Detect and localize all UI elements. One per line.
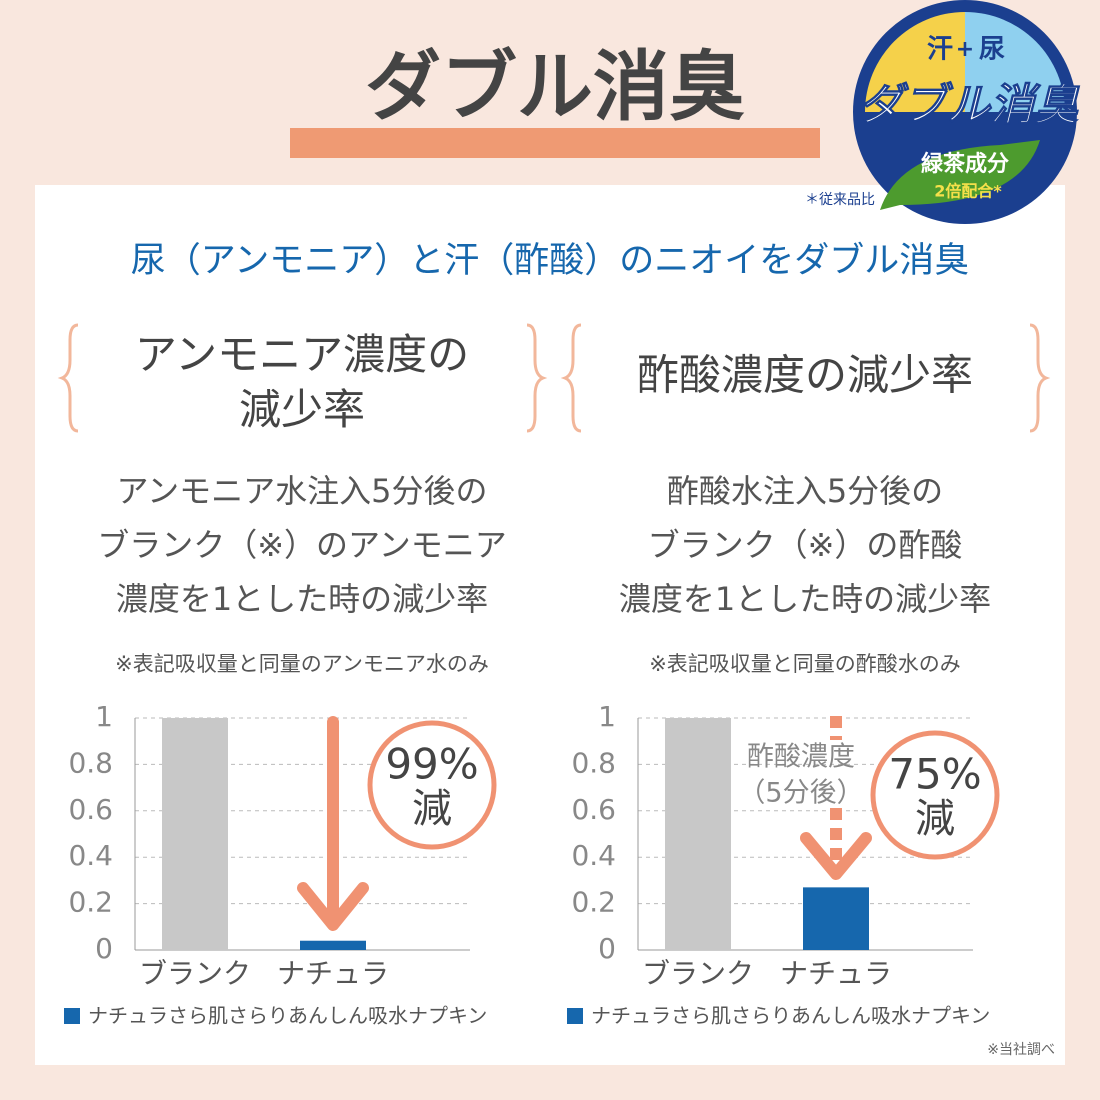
badge-main: ダブル消臭 [858,80,1080,131]
arrow-head [800,832,872,880]
badge-text: + [956,37,974,62]
annotation-word: 減 [412,786,452,832]
footnote: ※当社調べ [987,1042,1055,1058]
y-tick-label: 0.6 [571,793,616,826]
legend-swatch [567,1008,583,1024]
arrow-label: （5分後） [738,778,863,809]
badge-text: 2倍配合* [934,182,1002,201]
brace [560,323,582,433]
x-tick-label: ナチュラ [277,957,389,990]
y-tick-label: 0.2 [571,886,616,919]
y-tick-label: 0.4 [571,839,616,872]
y-tick-label: 0.2 [68,886,113,919]
y-tick-label: 0 [95,932,113,965]
bar [665,718,731,950]
bar [300,940,366,950]
x-tick-label: ブランク [139,957,251,990]
arrow-label: 酢酸濃度 [747,742,855,773]
y-tick-label: 1 [598,700,616,733]
annotation-word: 減 [915,796,955,842]
badge-yellow [865,12,965,112]
description: ブランク（※）のアンモニア [97,526,507,564]
description: 酢酸水注入5分後の [667,472,943,510]
y-tick-label: 0.8 [571,746,616,779]
annotation-circle [870,730,1000,860]
description: ブランク（※）の酢酸 [648,526,963,564]
title-underline [290,128,820,158]
x-tick-label: ナチュラ [780,957,892,990]
chart-title: アンモニア濃度の減少率 [135,330,469,434]
bar [162,718,228,950]
badge-blue [965,12,1065,112]
note: ※表記吸収量と同量のアンモニア水のみ [115,652,489,676]
brace [526,323,548,433]
x-tick-label: ブランク [642,957,754,990]
annotation-circle [367,720,497,850]
subtitle: 尿（アンモニア）と汗（酢酸）のニオイをダブル消臭 [131,241,970,281]
chart-title: 酢酸濃度の減少率 [637,351,973,400]
y-tick-label: 0 [598,932,616,965]
annotation-percent: 99% [385,740,478,789]
description: アンモニア水注入5分後の [116,472,487,510]
annotation-percent: 75% [888,750,981,799]
y-tick-label: 1 [95,700,113,733]
page-title: ダブル消臭 [365,42,745,131]
brace [1029,323,1051,433]
badge: 汗 + 尿 ダブル消臭 緑茶成分 2倍配合* [853,0,1080,224]
legend-swatch [64,1008,80,1024]
brace [57,323,79,433]
legend-label: ナチュラさら肌さらりあんしん吸水ナプキン [591,1004,990,1028]
description: 濃度を1とした時の減少率 [619,580,991,618]
arrow-head [297,882,369,931]
badge-note: ＊従来品比 [805,192,875,208]
badge-text: 汗 [927,35,953,65]
y-tick-label: 0.6 [68,793,113,826]
badge-leaf [880,140,1040,210]
y-tick-label: 0.4 [68,839,113,872]
badge-text: 尿 [979,35,1005,65]
legend-label: ナチュラさら肌さらりあんしん吸水ナプキン [88,1004,487,1028]
badge-text: 緑茶成分 [921,151,1009,177]
description: 濃度を1とした時の減少率 [116,580,488,618]
bar [803,887,869,950]
note: ※表記吸収量と同量の酢酸水のみ [649,652,961,676]
y-tick-label: 0.8 [68,746,113,779]
